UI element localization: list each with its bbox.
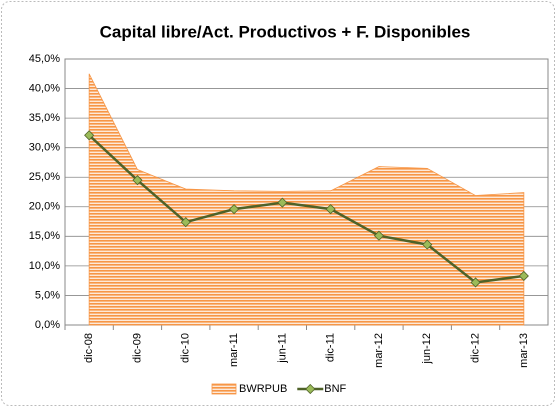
x-tick-label: dic-12 <box>469 333 481 363</box>
marker <box>84 130 95 141</box>
x-tick-label: dic-08 <box>83 333 95 363</box>
x-tick-label: jun-11 <box>276 333 288 364</box>
chart-title: Capital libre/Act. Productivos + F. Disp… <box>100 22 471 41</box>
y-tick-label: 20,0% <box>29 201 60 213</box>
marker <box>422 239 433 250</box>
marker <box>518 270 529 282</box>
marker <box>132 175 143 186</box>
x-tick-label: dic-11 <box>325 333 337 362</box>
y-tick-label: 25,0% <box>29 171 60 183</box>
legend-label: BNF <box>324 383 346 395</box>
legend-label: BWRPUB <box>239 383 287 395</box>
marker <box>228 204 240 215</box>
marker <box>180 217 191 228</box>
y-tick-label: 5,0% <box>35 289 60 301</box>
x-tick-label: mar-13 <box>518 333 530 368</box>
marker <box>277 197 288 208</box>
y-tick-label: 0,0% <box>35 319 60 331</box>
y-tick-label: 10,0% <box>29 260 60 272</box>
marker <box>470 277 481 288</box>
legend-swatch <box>211 383 237 395</box>
line <box>88 134 525 284</box>
area <box>88 73 525 326</box>
legend-marker <box>305 383 316 395</box>
y-tick-label: 35,0% <box>29 112 60 124</box>
x-tick-label: jun-12 <box>421 333 433 365</box>
y-tick-label: 30,0% <box>29 142 60 154</box>
y-tick-label: 15,0% <box>29 230 60 242</box>
y-tick-label: 45,0% <box>29 53 60 65</box>
marker <box>325 204 336 215</box>
y-tick-label: 40,0% <box>29 82 60 94</box>
x-tick-label: dic-10 <box>180 333 192 363</box>
x-tick-label: mar-11 <box>228 333 240 367</box>
marker <box>373 230 385 241</box>
x-tick-label: mar-12 <box>373 333 385 368</box>
x-tick-label: dic-09 <box>131 333 143 363</box>
